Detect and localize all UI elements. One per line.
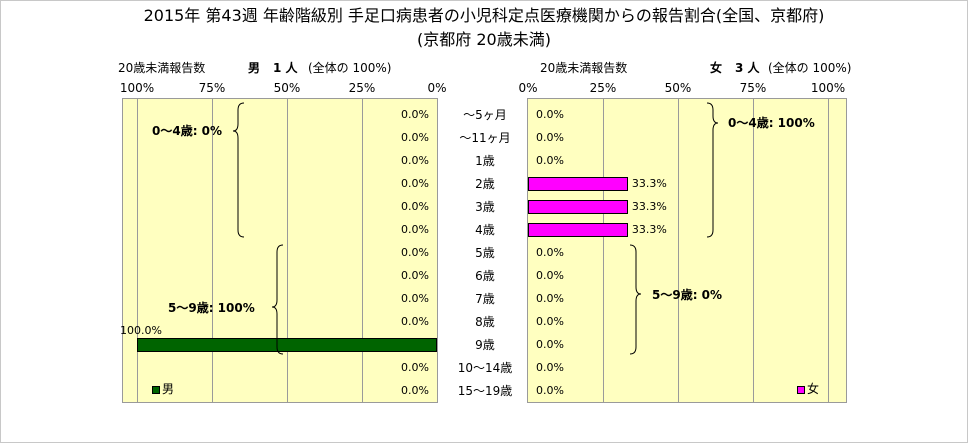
category-label: 10〜14歳 bbox=[457, 360, 513, 375]
male-annotation-0-4: 0〜4歳: 0% bbox=[152, 124, 223, 138]
female-tick-label: 50% bbox=[664, 81, 692, 95]
male-plot-area bbox=[122, 98, 438, 403]
female-value-label: 0.0% bbox=[536, 360, 564, 374]
female-value-label: 0.0% bbox=[536, 130, 564, 144]
female-header-count: 3 人 bbox=[735, 61, 760, 75]
male-value-label: 0.0% bbox=[401, 176, 429, 190]
category-label: 2歳 bbox=[475, 176, 495, 191]
male-value-label: 0.0% bbox=[401, 199, 429, 213]
female-annotation-0-4: 0〜4歳: 100% bbox=[728, 116, 815, 130]
legend-label-female: 女 bbox=[807, 382, 820, 396]
female-header-sex: 女 bbox=[710, 61, 723, 75]
female-value-label: 0.0% bbox=[536, 314, 564, 328]
female-tick-label: 25% bbox=[589, 81, 617, 95]
male-header-count: 1 人 bbox=[273, 61, 298, 75]
male-value-label: 0.0% bbox=[401, 130, 429, 144]
female-header-label: 20歳未満報告数 bbox=[540, 61, 628, 75]
category-label: 3歳 bbox=[475, 199, 495, 214]
legend-male: 男 bbox=[152, 382, 174, 396]
female-value-label: 33.3% bbox=[631, 199, 667, 213]
male-value-label: 0.0% bbox=[401, 360, 429, 374]
category-label: 4歳 bbox=[475, 222, 495, 237]
female-bar bbox=[528, 222, 628, 237]
chart-subtitle: (京都府 20歳未満) bbox=[417, 30, 551, 49]
category-label: 5歳 bbox=[475, 245, 495, 260]
male-header-note: (全体の 100%) bbox=[308, 61, 392, 75]
category-label: 15〜19歳 bbox=[457, 383, 513, 398]
male-value-label: 0.0% bbox=[401, 107, 429, 121]
female-tick-label: 75% bbox=[739, 81, 767, 95]
male-value-label: 0.0% bbox=[401, 222, 429, 236]
legend-swatch-female bbox=[797, 385, 805, 394]
legend-female: 女 bbox=[797, 382, 819, 396]
male-value-label: 0.0% bbox=[401, 291, 429, 305]
category-label: 7歳 bbox=[475, 291, 495, 306]
female-value-label: 0.0% bbox=[536, 268, 564, 282]
male-tick-label: 75% bbox=[198, 81, 226, 95]
category-label: 〜5ヶ月 bbox=[463, 107, 507, 122]
category-label: 〜11ヶ月 bbox=[459, 130, 511, 145]
female-value-label: 33.3% bbox=[631, 222, 667, 236]
female-bar bbox=[528, 199, 628, 214]
male-tick-label: 0% bbox=[427, 81, 447, 95]
chart-title: 2015年 第43週 年齢階級別 手足口病患者の小児科定点医療機関からの報告割合… bbox=[143, 6, 825, 25]
female-value-label: 0.0% bbox=[536, 383, 564, 397]
category-label: 8歳 bbox=[475, 314, 495, 329]
female-value-label: 0.0% bbox=[536, 107, 564, 121]
male-tick-label: 50% bbox=[273, 81, 301, 95]
male-value-label: 0.0% bbox=[401, 314, 429, 328]
female-bar bbox=[528, 176, 628, 191]
female-plot-area bbox=[527, 98, 847, 403]
category-label: 9歳 bbox=[475, 337, 495, 352]
male-value-label: 0.0% bbox=[401, 383, 429, 397]
female-tick-label: 100% bbox=[810, 81, 846, 95]
legend-swatch-male bbox=[152, 385, 160, 394]
female-value-label: 33.3% bbox=[631, 176, 667, 190]
female-annotation-5-9: 5〜9歳: 0% bbox=[652, 288, 723, 302]
female-value-label: 0.0% bbox=[536, 337, 564, 351]
category-label: 6歳 bbox=[475, 268, 495, 283]
male-header-sex: 男 bbox=[248, 61, 261, 75]
female-value-label: 0.0% bbox=[536, 245, 564, 259]
male-value-label: 100.0% bbox=[120, 323, 162, 337]
male-tick-label: 100% bbox=[119, 81, 155, 95]
female-tick-label: 0% bbox=[518, 81, 538, 95]
male-tick-label: 25% bbox=[348, 81, 376, 95]
female-value-label: 0.0% bbox=[536, 291, 564, 305]
male-value-label: 0.0% bbox=[401, 245, 429, 259]
legend-label-male: 男 bbox=[162, 382, 175, 396]
male-header-label: 20歳未満報告数 bbox=[118, 61, 206, 75]
male-value-label: 0.0% bbox=[401, 268, 429, 282]
female-value-label: 0.0% bbox=[536, 153, 564, 167]
male-bar bbox=[137, 337, 437, 352]
male-annotation-5-9: 5〜9歳: 100% bbox=[168, 301, 255, 315]
female-header-note: (全体の 100%) bbox=[768, 61, 852, 75]
male-value-label: 0.0% bbox=[401, 153, 429, 167]
category-label: 1歳 bbox=[475, 153, 495, 168]
